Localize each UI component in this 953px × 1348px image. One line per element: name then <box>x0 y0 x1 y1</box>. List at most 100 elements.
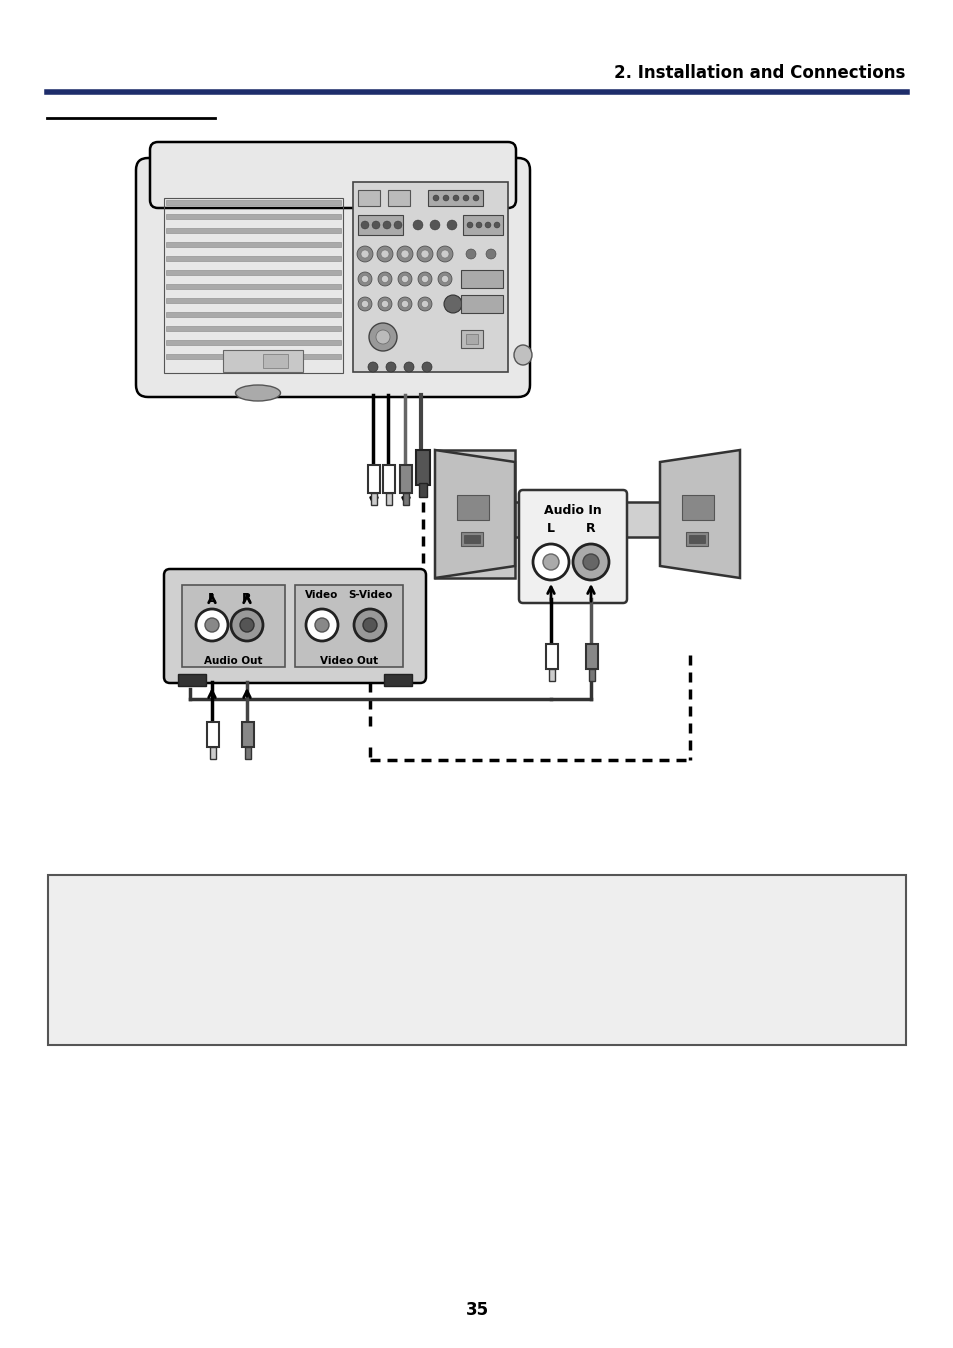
Circle shape <box>494 222 499 228</box>
Circle shape <box>440 249 449 257</box>
Circle shape <box>382 221 391 229</box>
Bar <box>460 330 482 348</box>
Circle shape <box>484 222 491 228</box>
Bar <box>462 214 502 235</box>
Circle shape <box>433 195 438 201</box>
Bar <box>166 200 340 205</box>
Ellipse shape <box>514 345 532 365</box>
Circle shape <box>240 617 253 632</box>
Circle shape <box>314 617 329 632</box>
Circle shape <box>368 363 377 372</box>
Bar <box>166 243 340 247</box>
Circle shape <box>306 609 337 642</box>
Circle shape <box>205 617 219 632</box>
Bar <box>242 723 253 747</box>
Text: Video: Video <box>305 590 338 600</box>
Bar <box>416 450 430 485</box>
Circle shape <box>417 272 432 286</box>
Circle shape <box>381 275 388 283</box>
Circle shape <box>447 220 456 231</box>
Circle shape <box>360 221 369 229</box>
Bar <box>166 326 340 332</box>
Bar <box>399 465 412 493</box>
Circle shape <box>462 195 469 201</box>
Bar <box>166 214 340 218</box>
Bar <box>386 493 392 506</box>
Circle shape <box>403 363 414 372</box>
Circle shape <box>381 301 388 307</box>
Bar <box>688 535 704 543</box>
Bar <box>460 270 502 288</box>
Bar <box>245 747 251 759</box>
Bar <box>460 295 502 313</box>
Text: ====: ==== <box>473 276 491 282</box>
Circle shape <box>421 363 432 372</box>
Circle shape <box>453 195 458 201</box>
Circle shape <box>436 245 453 262</box>
Bar <box>294 585 402 667</box>
Circle shape <box>377 272 392 286</box>
Circle shape <box>195 609 228 642</box>
Circle shape <box>357 297 372 311</box>
Bar <box>48 875 905 1045</box>
Bar <box>223 350 303 372</box>
Circle shape <box>369 324 396 350</box>
Bar <box>685 532 707 546</box>
Circle shape <box>400 249 409 257</box>
Bar <box>166 298 340 303</box>
Bar <box>182 585 285 667</box>
Text: Video Out: Video Out <box>319 656 377 666</box>
Bar <box>166 355 340 359</box>
Circle shape <box>401 301 408 307</box>
Circle shape <box>361 275 368 283</box>
Bar <box>210 747 215 759</box>
Circle shape <box>441 275 448 283</box>
Bar <box>402 493 409 506</box>
Bar <box>465 334 477 344</box>
Circle shape <box>421 275 428 283</box>
Bar <box>368 465 379 493</box>
Bar <box>515 501 659 537</box>
Polygon shape <box>435 450 515 578</box>
Circle shape <box>582 554 598 570</box>
Circle shape <box>401 275 408 283</box>
Circle shape <box>417 297 432 311</box>
Circle shape <box>430 220 439 231</box>
Circle shape <box>476 222 481 228</box>
Circle shape <box>386 363 395 372</box>
Bar <box>357 190 379 206</box>
Circle shape <box>413 220 422 231</box>
Circle shape <box>397 297 412 311</box>
Text: L: L <box>208 593 215 605</box>
Text: L: L <box>546 523 555 535</box>
Circle shape <box>467 222 473 228</box>
Bar <box>166 311 340 317</box>
Circle shape <box>420 249 429 257</box>
Circle shape <box>473 195 478 201</box>
Circle shape <box>376 245 393 262</box>
Bar <box>382 465 395 493</box>
Ellipse shape <box>235 386 280 400</box>
Circle shape <box>416 245 433 262</box>
Circle shape <box>361 301 368 307</box>
Circle shape <box>437 272 452 286</box>
Circle shape <box>443 295 461 313</box>
Bar <box>388 190 410 206</box>
Bar <box>371 493 376 506</box>
Circle shape <box>231 609 263 642</box>
Bar <box>435 450 515 578</box>
FancyBboxPatch shape <box>518 491 626 603</box>
Bar <box>353 182 507 372</box>
Circle shape <box>465 249 476 259</box>
Bar <box>263 355 288 368</box>
Circle shape <box>372 221 379 229</box>
Text: 2. Installation and Connections: 2. Installation and Connections <box>613 63 904 82</box>
Bar <box>681 495 713 520</box>
Bar <box>548 669 555 681</box>
Bar <box>166 340 340 345</box>
Text: S-Video: S-Video <box>348 590 392 600</box>
Circle shape <box>357 272 372 286</box>
Text: Audio Out: Audio Out <box>204 656 262 666</box>
Bar <box>463 535 479 543</box>
Polygon shape <box>659 450 740 578</box>
